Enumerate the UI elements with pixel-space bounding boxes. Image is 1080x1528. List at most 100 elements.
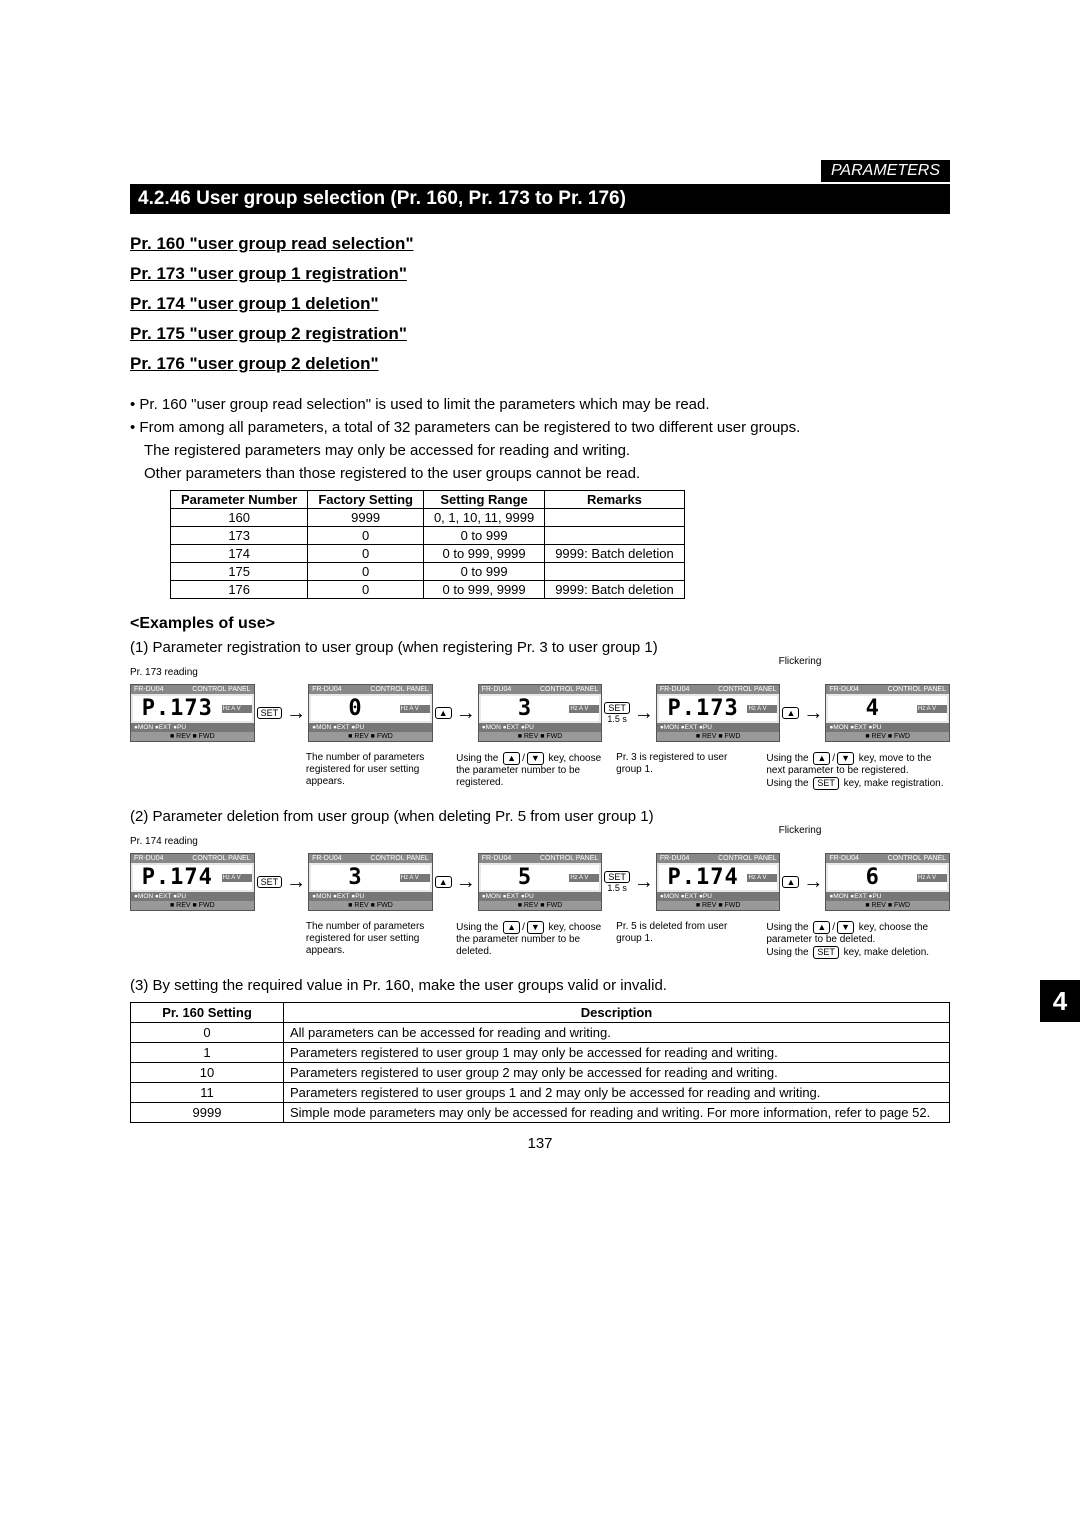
table-header: Remarks [545,491,685,509]
up-key: ▲ [503,752,520,765]
panel-model: FR-DU04 [312,686,342,693]
caption: Using the ▲/▼ key, choose the parameter … [450,752,610,790]
example-3-text: (3) By setting the required value in Pr.… [130,977,950,994]
bullet-line: Other parameters than those registered t… [144,463,950,484]
display-value: P.174 [133,865,222,890]
panel-ctrl: CONTROL PANEL [370,855,428,862]
control-panel: FR-DU04CONTROL PANEL P.174Hz A V ●MON ●E… [130,853,255,911]
table-row: 17500 to 999 [171,563,685,581]
table-cell: Simple mode parameters may only be acces… [284,1103,950,1123]
time-label: 1.5 s [607,714,627,724]
up-key: ▲ [435,876,452,888]
bullet-line: • From among all parameters, a total of … [130,417,950,438]
set-key: SET [813,777,839,790]
panel-dir: ■ REV ■ FWD [657,732,780,741]
table-row: 11Parameters registered to user groups 1… [131,1083,950,1103]
down-key: ▼ [527,752,544,765]
table-header: Factory Setting [308,491,424,509]
caption-text: Using the [766,753,811,764]
arrow-icon: → [286,702,306,725]
panel-indicators: Hz A V [222,874,252,882]
panel-dir: ■ REV ■ FWD [131,901,254,910]
panel-model: FR-DU04 [482,686,512,693]
panel-ctrl: CONTROL PANEL [540,855,598,862]
table-row: 17300 to 999 [171,527,685,545]
display-value: P.173 [659,696,748,721]
panel-dir: ■ REV ■ FWD [826,732,949,741]
caption: The number of parameters registered for … [300,921,450,959]
caption-row-2: The number of parameters registered for … [130,921,950,959]
display-value: 6 [828,865,917,890]
set-key: SET [813,946,839,959]
bullet-line: • Pr. 160 "user group read selection" is… [130,394,950,415]
panel-dir: ■ REV ■ FWD [826,901,949,910]
caption: The number of parameters registered for … [300,752,450,790]
caption-text: Using the [766,947,811,958]
panel-ctrl: CONTROL PANEL [540,686,598,693]
bullet-line: The registered parameters may only be ac… [144,440,950,461]
table-row: 9999Simple mode parameters may only be a… [131,1103,950,1123]
panel-indicators: Hz A V [917,874,947,882]
control-panel: FR-DU04CONTROL PANEL P.174Hz A V ●MON ●E… [656,853,781,911]
caption: Pr. 3 is registered to user group 1. [610,752,760,790]
table-cell: 175 [171,563,308,581]
control-panel: FR-DU04CONTROL PANEL 5Hz A V ●MON ●EXT ●… [478,853,603,911]
param-heading-list: Pr. 160 "user group read selection" Pr. … [130,234,950,374]
arrow-icon: → [634,702,654,725]
table-cell: 9999 [308,509,424,527]
panel-leds: ●MON ●EXT ●PU [826,892,949,901]
display-value: P.174 [659,865,748,890]
display-value: P.173 [133,696,222,721]
caption: Using the ▲/▼ key, choose the parameter … [760,921,950,959]
reading-label: Pr. 173 reading [130,667,950,678]
caption-row-1: The number of parameters registered for … [130,752,950,790]
up-key: ▲ [813,752,830,765]
control-panel: FR-DU04 CONTROL PANEL 6Hz A V ●MON ●EXT ●… [825,853,950,911]
panel-ctrl: CONTROL PANEL [192,855,250,862]
table-header: Pr. 160 Setting [131,1003,284,1023]
up-key: ▲ [813,921,830,934]
panel-ctrl: CONTROL PANEL [192,686,250,693]
table-row: 1Parameters registered to user group 1 m… [131,1043,950,1063]
flicker-label: Flickering [650,656,950,667]
table-cell: 0 to 999, 9999 [423,581,544,599]
param-heading: Pr. 173 "user group 1 registration" [130,264,950,284]
param-heading: Pr. 175 "user group 2 registration" [130,324,950,344]
set-key: SET [257,876,283,888]
panel-leds: ●MON ●EXT ●PU [479,892,602,901]
panel-model: FR-DU04 [829,686,859,693]
table-cell [545,527,685,545]
caption-text: Using the [766,778,811,789]
display-value: 3 [481,696,570,721]
panel-model: FR-DU04 [829,855,859,862]
panel-leds: ●MON ●EXT ●PU [657,892,780,901]
flicker-label: Flickering [650,825,950,836]
panel-model: FR-DU04 [482,855,512,862]
example-1-text: (1) Parameter registration to user group… [130,639,950,656]
page-number: 137 [130,1135,950,1152]
down-key: ▼ [837,752,854,765]
diagram-row-1: FR-DU04CONTROL PANEL P.173Hz A V ●MON ●E… [130,684,950,742]
panel-ctrl: CONTROL PANEL [888,855,946,862]
panel-leds: ●MON ●EXT ●PU [826,723,949,732]
panel-indicators: Hz A V [569,705,599,713]
panel-model: FR-DU04 [312,855,342,862]
panel-leds: ●MON ●EXT ●PU [657,723,780,732]
panel-indicators: Hz A V [222,705,252,713]
caption-text: Using the [456,753,501,764]
down-key: ▼ [527,921,544,934]
header-bar: PARAMETERS [130,160,950,182]
panel-ctrl: CONTROL PANEL [718,855,776,862]
table-cell: 0 [131,1023,284,1043]
table-cell: 0 to 999 [423,563,544,581]
panel-dir: ■ REV ■ FWD [479,732,602,741]
table-cell: 9999 [131,1103,284,1123]
param-heading: Pr. 174 "user group 1 deletion" [130,294,950,314]
table-cell: Parameters registered to user group 2 ma… [284,1063,950,1083]
panel-indicators: Hz A V [400,705,430,713]
table-row: 16099990, 1, 10, 11, 9999 [171,509,685,527]
bullet-text: • Pr. 160 "user group read selection" is… [130,394,950,484]
control-panel: FR-DU04CONTROL PANEL 3Hz A V ●MON ●EXT ●… [478,684,603,742]
table-cell: 0, 1, 10, 11, 9999 [423,509,544,527]
arrow-icon: → [803,871,823,894]
